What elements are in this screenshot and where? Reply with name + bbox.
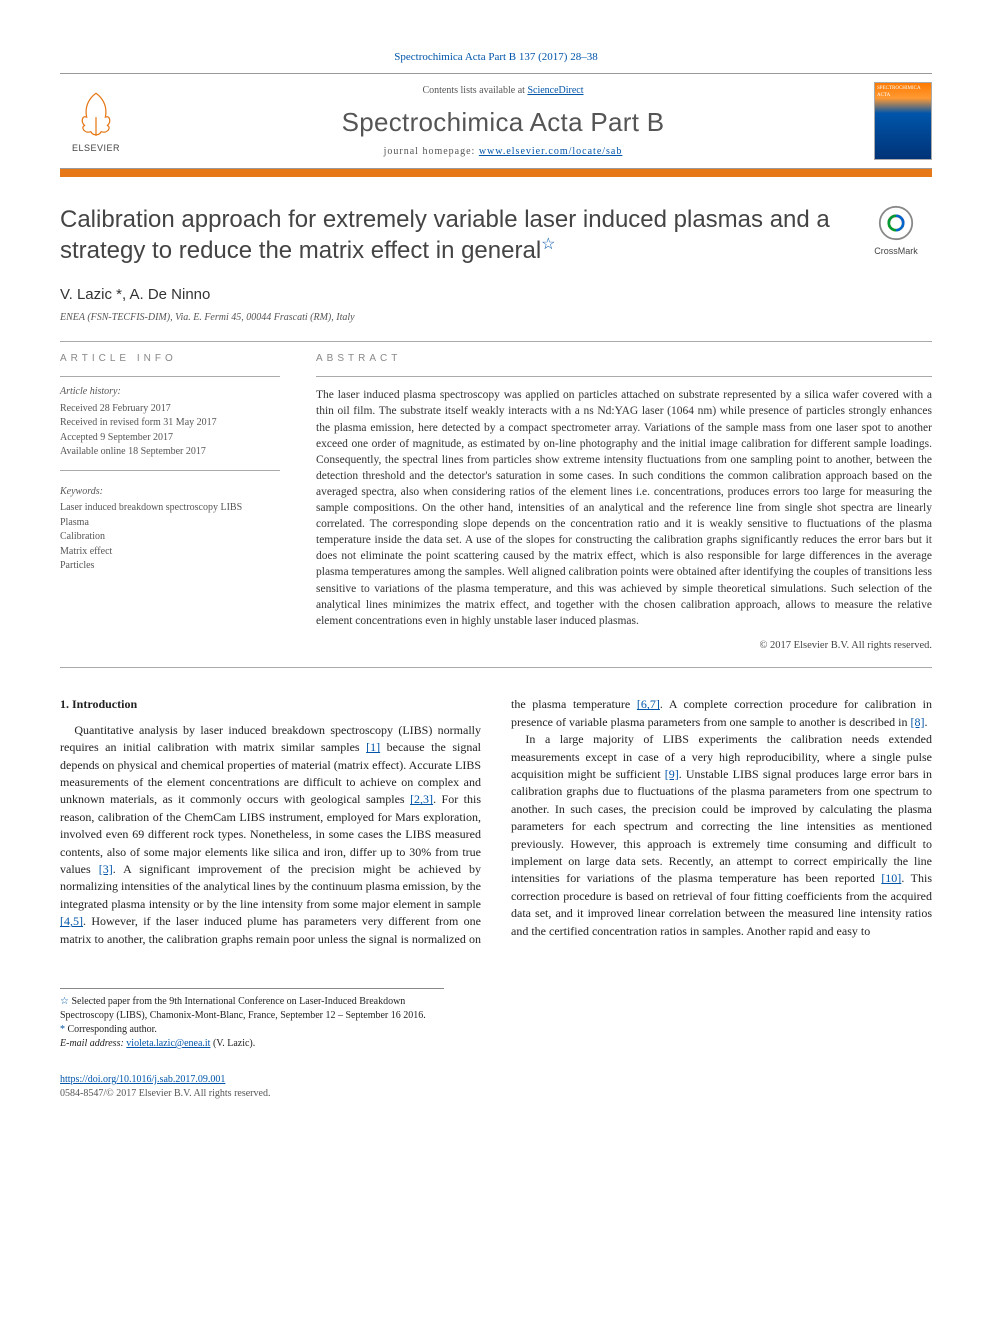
homepage-prefix: journal homepage: <box>384 146 479 157</box>
keyword-item: Laser induced breakdown spectroscopy LIB… <box>60 501 280 516</box>
body-text: . A significant improvement of the preci… <box>60 862 481 911</box>
keywords-heading: Keywords: <box>60 485 280 500</box>
citation-link[interactable]: [2,3] <box>410 792 433 806</box>
contents-available-line: Contents lists available at ScienceDirec… <box>132 84 874 98</box>
article-info-heading: ARTICLE INFO <box>60 352 280 366</box>
citation-link[interactable]: [8] <box>911 715 925 729</box>
history-accepted: Accepted 9 September 2017 <box>60 431 280 446</box>
journal-header: ELSEVIER Contents lists available at Sci… <box>60 73 932 169</box>
body-text: . <box>925 715 928 729</box>
citation-link[interactable]: [1] <box>366 740 380 754</box>
abstract-text: The laser induced plasma spectroscopy wa… <box>316 387 932 628</box>
abstract-heading: ABSTRACT <box>316 352 932 366</box>
author-affiliation: ENEA (FSN-TECFIS-DIM), Via. E. Fermi 45,… <box>60 311 932 325</box>
body-paragraph: In a large majority of LIBS experiments … <box>511 731 932 940</box>
article-meta-row: ARTICLE INFO Article history: Received 2… <box>60 352 932 653</box>
footnote-asterisk-marker: * <box>60 1024 68 1035</box>
doi-link[interactable]: https://doi.org/10.1016/j.sab.2017.09.00… <box>60 1074 225 1085</box>
history-received: Received 28 February 2017 <box>60 402 280 417</box>
publisher-logo[interactable]: ELSEVIER <box>60 82 132 160</box>
cover-label: SPECTROCHIMICA ACTA <box>877 86 920 98</box>
journal-homepage-link[interactable]: www.elsevier.com/locate/sab <box>479 146 623 157</box>
sciencedirect-link[interactable]: ScienceDirect <box>527 85 583 96</box>
section-rule-top <box>60 341 932 342</box>
corresponding-email-link[interactable]: violeta.lazic@enea.it <box>126 1038 210 1049</box>
crossmark-label: CrossMark <box>860 245 932 258</box>
journal-homepage-line: journal homepage: www.elsevier.com/locat… <box>132 145 874 159</box>
body-text: . Unstable LIBS signal produces large er… <box>511 767 932 885</box>
keyword-item: Calibration <box>60 530 280 545</box>
header-accent-bar <box>60 169 932 177</box>
footnote-email: E-mail address: violeta.lazic@enea.it (V… <box>60 1037 444 1051</box>
publisher-logo-text: ELSEVIER <box>72 142 120 155</box>
abstract-column: ABSTRACT The laser induced plasma spectr… <box>316 352 932 653</box>
footnote-corresponding: * Corresponding author. <box>60 1023 444 1037</box>
citation-link[interactable]: [10] <box>881 871 901 885</box>
journal-cover-thumbnail[interactable]: SPECTROCHIMICA ACTA <box>874 82 932 160</box>
citation-link[interactable]: [3] <box>99 862 113 876</box>
title-text: Calibration approach for extremely varia… <box>60 206 830 264</box>
section-rule-bottom <box>60 667 932 668</box>
article-title: Calibration approach for extremely varia… <box>60 205 860 266</box>
history-revised: Received in revised form 31 May 2017 <box>60 416 280 431</box>
info-rule-2 <box>60 470 280 471</box>
authors-text: V. Lazic *, A. De Ninno <box>60 286 210 303</box>
author-list: V. Lazic *, A. De Ninno <box>60 284 932 305</box>
title-footnote-marker: ☆ <box>541 236 555 253</box>
info-rule <box>60 376 280 377</box>
keyword-item: Plasma <box>60 516 280 531</box>
article-info-column: ARTICLE INFO Article history: Received 2… <box>60 352 280 653</box>
article-header-row: Calibration approach for extremely varia… <box>60 205 932 266</box>
article-body: 1. Introduction Quantitative analysis by… <box>60 696 932 947</box>
email-label: E-mail address: <box>60 1038 124 1049</box>
keyword-item: Matrix effect <box>60 545 280 560</box>
journal-reference: Spectrochimica Acta Part B 137 (2017) 28… <box>60 50 932 65</box>
footnotes-block: ☆ Selected paper from the 9th Internatio… <box>60 988 444 1051</box>
corresponding-author-label: Corresponding author. <box>68 1024 157 1035</box>
abstract-copyright: © 2017 Elsevier B.V. All rights reserved… <box>316 639 932 654</box>
citation-link[interactable]: [6,7] <box>637 697 660 711</box>
section-1-heading: 1. Introduction <box>60 696 481 713</box>
contents-prefix: Contents lists available at <box>422 85 527 96</box>
header-center: Contents lists available at ScienceDirec… <box>132 84 874 158</box>
crossmark-badge[interactable]: CrossMark <box>860 205 932 257</box>
abstract-rule <box>316 376 932 377</box>
footnote-text: Selected paper from the 9th Internationa… <box>60 996 426 1021</box>
crossmark-icon <box>878 205 914 241</box>
citation-link[interactable]: [9] <box>665 767 679 781</box>
citation-link[interactable]: [4,5] <box>60 914 83 928</box>
email-suffix: (V. Lazic). <box>213 1038 255 1049</box>
footnote-selected-paper: ☆ Selected paper from the 9th Internatio… <box>60 995 444 1023</box>
elsevier-tree-icon <box>70 88 122 140</box>
history-heading: Article history: <box>60 385 280 400</box>
page-footer: https://doi.org/10.1016/j.sab.2017.09.00… <box>60 1073 932 1101</box>
history-online: Available online 18 September 2017 <box>60 445 280 460</box>
page-container: Spectrochimica Acta Part B 137 (2017) 28… <box>0 0 992 1141</box>
journal-name: Spectrochimica Acta Part B <box>132 104 874 140</box>
keyword-item: Particles <box>60 559 280 574</box>
issn-copyright: 0584-8547/© 2017 Elsevier B.V. All right… <box>60 1088 270 1099</box>
footnote-star-marker: ☆ <box>60 996 71 1007</box>
